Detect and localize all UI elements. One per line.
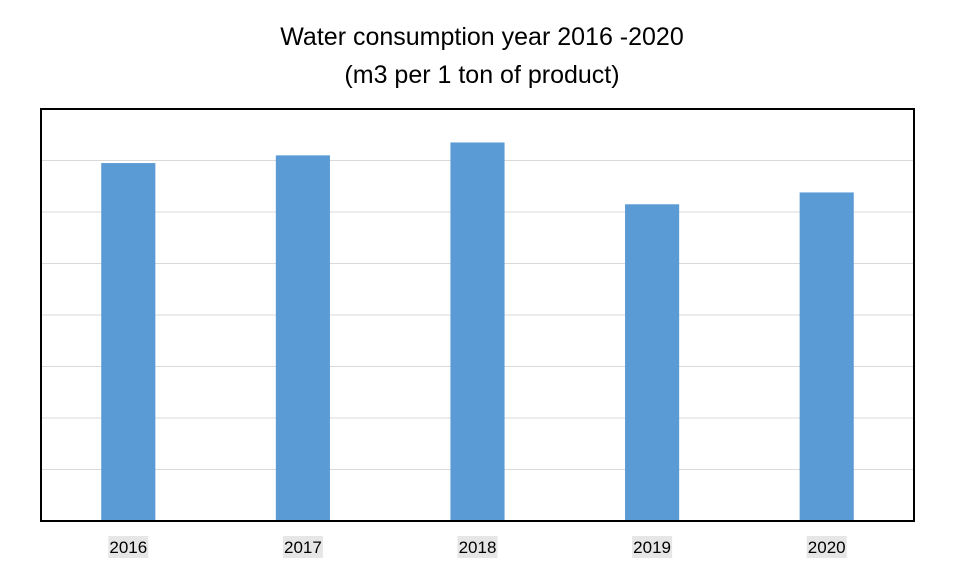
- x-tick-label-bg: [632, 536, 673, 558]
- x-tick-label-bg: [806, 536, 847, 558]
- chart-subtitle: (m3 per 1 ton of product): [344, 61, 619, 89]
- bar-2018: [450, 142, 505, 521]
- x-tick-label-2016: 2016: [109, 538, 147, 557]
- x-tick-label-2017: 2017: [284, 538, 322, 557]
- bar-2017: [275, 155, 330, 521]
- plot-frame: [40, 108, 915, 522]
- bar-2020: [799, 192, 854, 521]
- chart-title: Water consumption year 2016 -2020: [280, 23, 683, 51]
- x-tick-label-2020: 2020: [808, 538, 846, 557]
- plot-area: 2016 2017 2018 2019 2020: [40, 108, 915, 558]
- x-tick-label-2018: 2018: [459, 538, 497, 557]
- x-tick-label-bg: [457, 536, 498, 558]
- bar-2016: [101, 163, 156, 521]
- bar-2019: [625, 204, 680, 521]
- x-tick-label-bg: [282, 536, 323, 558]
- x-tick-label-bg: [108, 536, 149, 558]
- x-tick-label-2019: 2019: [633, 538, 671, 557]
